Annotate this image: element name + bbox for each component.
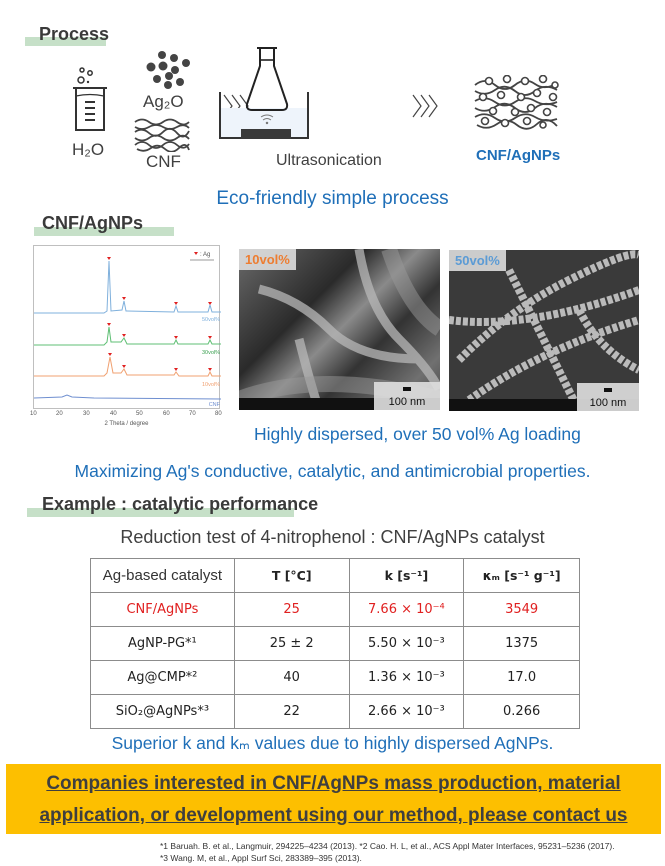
references: *1 Baruah. B. et al., Langmuir, 294225–4… [160,840,615,864]
reference-line-2: *3 Wang. M, et al., Appl Surf Sci, 28338… [160,853,362,863]
process-caption: Eco-friendly simple process [216,188,449,209]
x-tick: 50 [136,411,143,417]
example-section-title: Example : catalytic performance [42,494,319,514]
km-cell: 0.266 [463,694,580,729]
xrd-x-label: 2 Theta / degree [104,421,149,427]
scale-bar-line [403,387,411,391]
cnf-agnps-section-title: CNF/AgNPs [42,213,144,233]
sem-image-50vol: 50vol% 100 nm [449,250,639,411]
cnf-fibers-icon [134,118,190,152]
catalyst-cell: CNF/AgNPs [90,592,235,627]
column-header: k [s⁻¹] [348,558,465,593]
sem-tag-10vol: 10vol% [239,249,296,270]
xrd-plot: : Ag 50vol% 30vol% 10vol% CNF [34,252,221,408]
km-cell: 3549 [463,592,580,627]
temperature-cell: 25 [233,592,350,627]
column-header: κₘ [s⁻¹ g⁻¹] [463,558,580,593]
catalyst-comparison-table: Ag-based catalyst T [°C] k [s⁻¹] κₘ [s⁻¹… [90,558,580,729]
x-tick: 70 [189,411,196,417]
k-cell: 1.36 × 10⁻³ [348,660,465,695]
temperature-cell: 22 [233,694,350,729]
x-tick: 30 [83,411,90,417]
x-tick: 40 [110,411,117,417]
dispersion-caption: Highly dispersed, over 50 vol% Ag loadin… [254,424,581,444]
table-row: SiO₂@AgNPs*³ 22 2.66 × 10⁻³ 0.266 [90,694,580,729]
column-header: T [°C] [233,558,350,593]
svg-text:: Ag: : Ag [200,252,210,258]
x-tick: 20 [56,411,63,417]
scale-bar-10vol: 100 nm [374,382,440,410]
x-tick: 60 [163,411,170,417]
catalyst-cell: SiO₂@AgNPs*³ [90,694,235,729]
table-row: AgNP-PG*¹ 25 ± 2 5.50 × 10⁻³ 1375 [90,626,580,661]
column-header: Ag-based catalyst [90,558,235,593]
table-header-row: Ag-based catalyst T [°C] k [s⁻¹] κₘ [s⁻¹… [90,558,580,593]
contact-line-2[interactable]: application, or development using our me… [39,805,628,826]
x-tick: 10 [30,411,37,417]
svg-text:30vol%: 30vol% [202,350,220,356]
catalyst-cell: Ag@CMP*² [90,660,235,695]
km-cell: 17.0 [463,660,580,695]
cnf-agnps-composite-icon [474,75,559,130]
chevron-arrows-icon [412,94,438,118]
scale-bar-label: 100 nm [388,396,426,408]
cnf-agnps-title-underline [34,227,174,236]
ultrasonic-bath-flask-icon [219,47,309,139]
sem-tag-50vol: 50vol% [449,250,506,271]
svg-text:10vol%: 10vol% [202,382,220,388]
table-title: Reduction test of 4-nitrophenol : CNF/Ag… [120,527,545,547]
k-cell: 7.66 × 10⁻⁴ [348,592,465,627]
ag2o-label: Ag₂O [143,92,184,111]
sem-image-10vol: 10vol% 100 nm [239,249,440,410]
svg-text:50vol%: 50vol% [202,317,220,323]
product-label: CNF/AgNPs [476,147,560,164]
reference-line-1: *1 Baruah. B. et al., Langmuir, 294225–4… [160,841,615,851]
process-title-underline [25,37,106,46]
temperature-cell: 25 ± 2 [233,626,350,661]
water-label: H₂O [72,140,105,159]
example-title-underline [27,508,294,517]
x-tick: 80 [215,411,222,417]
scale-bar-line [604,388,612,392]
scale-bar-50vol: 100 nm [577,383,639,411]
fiber-texture [449,250,639,411]
catalyst-cell: AgNP-PG*¹ [90,626,235,661]
table-caption: Superior k and kₘ values due to highly d… [111,733,554,753]
svg-text:CNF: CNF [209,402,221,408]
process-section-title: Process [39,24,110,44]
temperature-cell: 40 [233,660,350,695]
k-cell: 2.66 × 10⁻³ [348,694,465,729]
scale-bar-label: 100 nm [589,397,627,409]
beaker-icon [73,67,107,131]
product-label-text: CNF/AgNPs [476,147,561,164]
contact-banner[interactable]: Companies interested in CNF/AgNPs mass p… [6,764,661,834]
cnf-label: CNF [146,152,181,171]
ultrasonication-label: Ultrasonication [276,152,382,169]
ag2o-particles-icon [146,51,190,89]
k-cell: 5.50 × 10⁻³ [348,626,465,661]
properties-caption: Maximizing Ag's conductive, catalytic, a… [74,461,591,481]
table-row: Ag@CMP*² 40 1.36 × 10⁻³ 17.0 [90,660,580,695]
table-row: CNF/AgNPs 25 7.66 × 10⁻⁴ 3549 [90,592,580,627]
km-cell: 1375 [463,626,580,661]
xrd-chart: : Ag 50vol% 30vol% 10vol% CNF [33,245,221,409]
xrd-x-ticks: 10 20 30 40 50 60 70 80 [30,411,223,421]
contact-line-1[interactable]: Companies interested in CNF/AgNPs mass p… [46,773,621,794]
